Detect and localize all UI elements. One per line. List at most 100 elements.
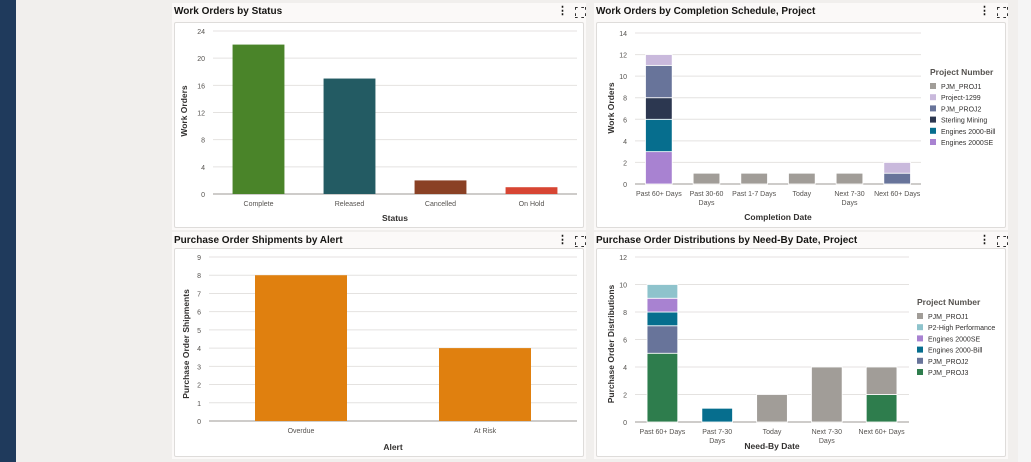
y-tick-label: 5 [197, 328, 201, 335]
y-tick-label: 12 [197, 111, 205, 118]
x-tick-label: Past 60+ Days [640, 429, 686, 436]
x-tick-label: Today [792, 191, 811, 198]
y-axis-title: Work Orders [606, 82, 616, 134]
bar-segment [645, 64, 673, 99]
bar [232, 44, 285, 194]
bar-segment [645, 151, 673, 185]
bar [414, 180, 467, 194]
x-axis-title: Completion Date [744, 212, 812, 222]
chart-card: 0 2 4 6 8 10 12 14 Past 60+ Days Past 30-60 Days Pa… [596, 22, 1006, 228]
panel-title: Work Orders by Status [174, 6, 283, 17]
legend-label: Engines 2000SE [928, 336, 980, 343]
bar-segment [646, 325, 679, 354]
x-tick-label: Cancelled [425, 201, 456, 208]
y-tick-label: 7 [197, 291, 201, 298]
x-axis-title: Status [382, 213, 408, 223]
y-tick-label: 12 [619, 255, 627, 262]
panel-title: Purchase Order Distributions by Need-By … [596, 235, 858, 246]
bar-segment [645, 97, 673, 120]
x-tick-label: Overdue [288, 428, 315, 435]
legend-label: Engines 2000-Bill [941, 129, 996, 136]
legend-label: P2-High Performance [928, 325, 995, 332]
y-tick-label: 6 [197, 310, 201, 317]
y-tick-label: 20 [197, 56, 205, 63]
legend-swatch [930, 139, 936, 145]
bar-segment [645, 118, 673, 153]
y-tick-label: 2 [623, 393, 627, 400]
y-tick-label: 8 [623, 96, 627, 103]
y-tick-label: 0 [197, 419, 201, 426]
legend-label: Sterling Mining [941, 118, 987, 125]
x-axis-title: Alert [383, 442, 403, 452]
bar [439, 348, 531, 421]
panel-actions: ⋮ [557, 234, 584, 246]
legend-label: Project-1299 [941, 95, 981, 102]
panel-po-shipments-by-alert: Purchase Order Shipments by Alert ⋮ 0 1 2 3… [172, 232, 586, 459]
x-tick-label: Past 1-7 Days [732, 191, 776, 198]
panel-title: Work Orders by Completion Schedule, Proj… [596, 6, 816, 17]
x-tick-label: Past 30-60 Days [690, 191, 724, 207]
legend-swatch [917, 346, 923, 353]
y-tick-label: 0 [623, 420, 627, 427]
panel-actions: ⋮ [979, 5, 1006, 17]
y-tick-label: 8 [197, 273, 201, 280]
legend-label: Engines 2000-Bill [928, 348, 983, 355]
legend-label: PJM_PROJ1 [928, 314, 969, 321]
y-axis-title: Purchase Order Distributions [606, 284, 616, 403]
more-actions-icon[interactable]: ⋮ [979, 5, 990, 17]
work-orders-by-status-chart[interactable]: 0 4 8 12 16 20 24 Complete Released Cancelled On H… [175, 23, 585, 229]
bar [505, 187, 558, 194]
x-tick-label: At Risk [474, 428, 497, 435]
expand-icon[interactable] [575, 7, 584, 16]
po-distributions-by-need-by-chart[interactable]: 0 2 4 6 8 10 12 Past 60+ Days Past 7-30 Days Today… [597, 249, 1007, 458]
chart-card: 0 1 2 3 4 5 6 7 8 9 Overdue At Risk Alert Purchase Or… [174, 248, 584, 457]
legend-swatch [917, 313, 923, 319]
bar-segment [646, 311, 679, 327]
more-actions-icon[interactable]: ⋮ [557, 234, 568, 246]
expand-icon[interactable] [997, 7, 1006, 16]
legend-swatch [917, 357, 923, 364]
legend-label: PJM_PROJ2 [928, 359, 969, 366]
panel-title: Purchase Order Shipments by Alert [174, 235, 343, 246]
panel-work-orders-by-status: Work Orders by Status ⋮ 0 4 8 12 16 20 24 Compl… [172, 3, 586, 230]
legend-swatch [930, 94, 936, 101]
expand-icon[interactable] [575, 236, 584, 245]
x-tick-label: Complete [244, 201, 274, 208]
bar [323, 78, 376, 194]
y-tick-label: 8 [623, 310, 627, 317]
x-tick-label: Today [763, 429, 782, 436]
legend-title: Project Number [930, 67, 994, 77]
po-shipments-by-alert-chart[interactable]: 0 1 2 3 4 5 6 7 8 9 Overdue At Risk Alert Purchase Or… [175, 249, 585, 458]
work-orders-by-completion-chart[interactable]: 0 2 4 6 8 10 12 14 Past 60+ Days Past 30-60 Days Pa… [597, 23, 1007, 229]
bar-segment [701, 407, 733, 423]
y-axis-title: Purchase Order Shipments [181, 289, 191, 399]
legend-title: Project Number [917, 297, 981, 307]
y-tick-label: 10 [619, 283, 627, 290]
more-actions-icon[interactable]: ⋮ [979, 234, 990, 246]
y-tick-label: 24 [197, 29, 205, 36]
bar-segment [646, 352, 679, 423]
bar-segment [865, 394, 898, 423]
legend-label: Engines 2000SE [941, 140, 993, 147]
y-tick-label: 0 [201, 192, 205, 199]
legend-label: PJM_PROJ3 [928, 370, 969, 377]
y-tick-label: 9 [197, 255, 201, 262]
legend-swatch [930, 116, 936, 123]
y-tick-label: 4 [623, 139, 627, 146]
bar-segment [883, 172, 911, 185]
legend-label: PJM_PROJ1 [941, 84, 982, 91]
chart-card: 0 2 4 6 8 10 12 Past 60+ Days Past 7-30 Days Today… [596, 248, 1006, 457]
y-tick-label: 4 [197, 346, 201, 353]
legend-swatch [930, 105, 936, 112]
more-actions-icon[interactable]: ⋮ [557, 5, 568, 17]
expand-icon[interactable] [997, 236, 1006, 245]
y-tick-label: 8 [201, 138, 205, 145]
legend-label: PJM_PROJ2 [941, 106, 982, 113]
x-tick-label: Next 60+ Days [859, 429, 906, 436]
bar-segment [756, 394, 788, 423]
x-tick-label: Next 60+ Days [874, 191, 921, 198]
x-tick-label: Past 7-30 Days [702, 429, 732, 445]
bar [255, 275, 347, 421]
bar-segment [883, 162, 911, 174]
panel-actions: ⋮ [979, 234, 1006, 246]
